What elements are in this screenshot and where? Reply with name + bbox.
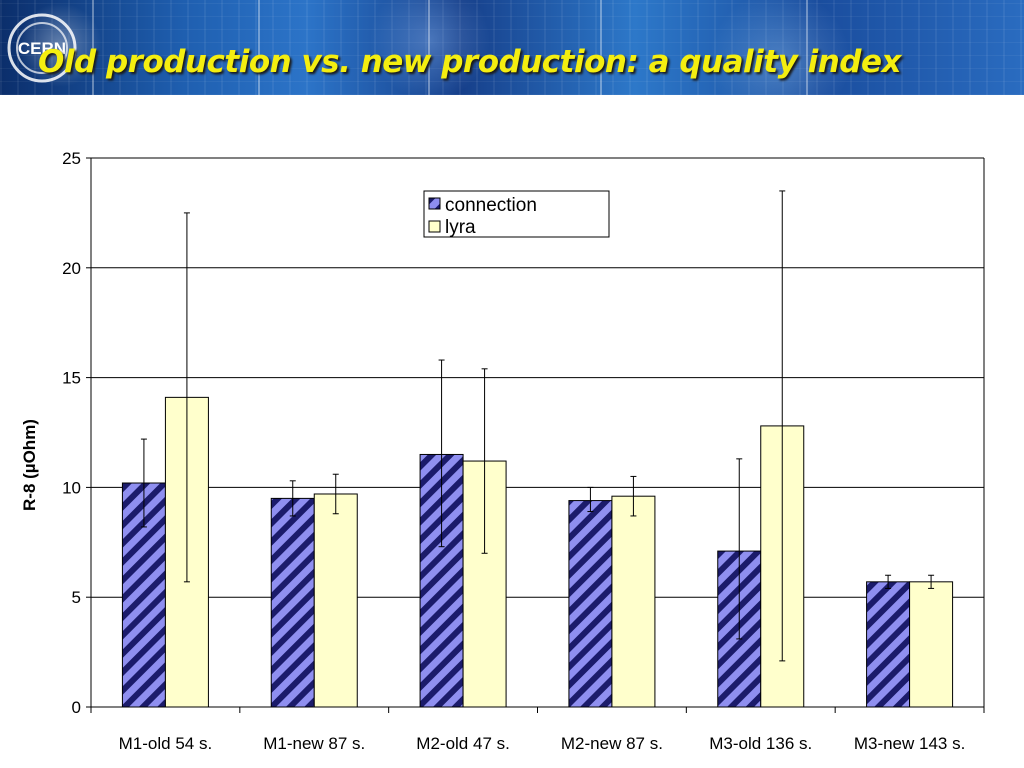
legend-label-lyra: lyra [445,217,476,238]
x-tick-label: M1-new 87 s. [263,734,365,753]
bars [121,396,954,708]
banner-divider [600,0,602,95]
banner-divider [428,0,430,95]
banner-divider [92,0,94,95]
error-bars [140,190,935,662]
x-tick-label: M1-old 54 s. [119,734,213,753]
x-tick-label: M2-new 87 s. [561,734,663,753]
bar-lyra-3 [611,495,656,708]
legend-swatch-connection [428,197,441,210]
bar-connection-3 [568,500,613,708]
gridlines [86,157,984,708]
y-tick-label: 0 [72,698,81,717]
legend-label-connection: connection [445,195,537,216]
y-tick-label: 5 [72,588,81,607]
y-tick-label: 15 [62,369,81,388]
x-tick-label: M2-old 47 s. [416,734,510,753]
legend-swatch-lyra [428,220,441,233]
banner-divider [258,0,260,95]
legend: connection lyra [423,190,610,238]
y-tick-label: 25 [62,149,81,168]
slide-title: Old production vs. new production: a qua… [38,44,902,80]
x-tick-label: M3-new 143 s. [854,734,966,753]
cern-logo-text: CERN [18,39,66,58]
x-tick-label: M3-old 136 s. [709,734,812,753]
y-tick-labels: 0 5 10 15 20 25 [62,149,81,717]
banner-divider [806,0,808,95]
legend-box [423,190,610,238]
cern-logo: CERN [7,13,77,83]
bar-connection-5 [866,581,911,708]
bar-connection-1 [270,497,315,708]
bar-lyra-1 [313,493,358,708]
axes [90,157,985,713]
y-tick-label: 10 [62,478,81,497]
y-tick-label: 20 [62,259,81,278]
y-axis-title: R-8 (µOhm) [20,419,39,511]
header-banner: CERN Old production vs. new production: … [0,0,1024,95]
x-tick-labels: M1-old 54 s. M1-new 87 s. M2-old 47 s. M2-n… [119,734,966,753]
bar-lyra-5 [909,581,954,708]
